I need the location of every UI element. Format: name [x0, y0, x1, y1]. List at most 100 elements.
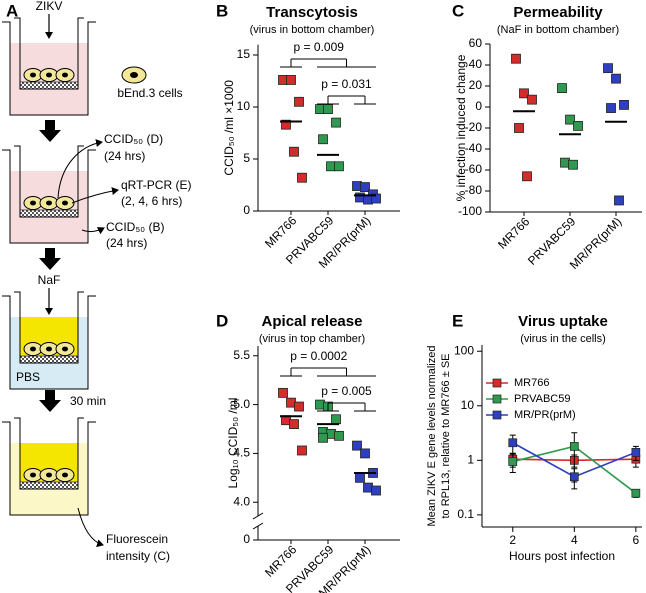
legend-label: PRVABC59: [514, 393, 570, 405]
data-point: [511, 53, 521, 64]
chart-subtitle: (virus in top chamber): [259, 333, 365, 345]
sample-arrow: [57, 139, 103, 199]
legend-marker: [492, 378, 502, 388]
data-point: [297, 172, 307, 183]
x-tick-label: 4: [571, 533, 578, 547]
big-arrow: [39, 390, 61, 412]
data-point: [289, 419, 299, 430]
insert-wall: [14, 17, 84, 90]
nucleus: [46, 200, 52, 206]
y-axis-label: Log₁₀ CCID₅₀ /ml: [226, 398, 240, 489]
data-point: [569, 442, 579, 451]
insert-wall: [14, 291, 84, 364]
nucleus: [46, 72, 52, 78]
data-point: [360, 448, 370, 459]
y-tick-label: 5.5: [233, 348, 250, 362]
cells-label: bEnd.3 cells: [117, 86, 182, 100]
workflow-diagram: ZIKV bEnd.3 cells CCID₅₀ (D) (24 hrs) qR…: [2, 0, 191, 563]
treatment-label: NaF: [38, 273, 61, 287]
y-tick-label: 4.0: [233, 494, 250, 508]
membrane: [19, 81, 79, 90]
nucleus: [46, 472, 52, 478]
wait-label: 30 min: [70, 394, 106, 408]
data-point: [519, 88, 529, 99]
data-point: [286, 75, 296, 85]
data-point: [278, 387, 288, 398]
data-point: [569, 472, 579, 482]
p-value: p = 0.005: [321, 384, 372, 398]
well-wall: [2, 421, 96, 516]
y-tick-label: 5: [243, 151, 250, 165]
p-value: p = 0.0002: [290, 349, 347, 363]
output-time: (24 hrs): [104, 149, 145, 163]
output-label: qRT-PCR (E): [121, 178, 191, 192]
nucleus: [62, 72, 68, 78]
data-point: [331, 414, 341, 425]
data-point: [527, 94, 537, 105]
big-arrow: [39, 120, 61, 142]
nucleus: [30, 72, 36, 78]
cell-icon: [121, 66, 147, 84]
data-point: [614, 195, 624, 206]
chart-subtitle: (NaF in bottom chamber): [497, 24, 619, 36]
y-axis-label: % infection induced change: [454, 54, 468, 201]
y-tick-label: 1: [467, 453, 474, 467]
x-axis-label: Hours post infection: [509, 549, 615, 563]
sample-arrow: [81, 227, 105, 235]
data-point: [573, 121, 583, 131]
buffer-label: PBS: [16, 370, 40, 384]
y-tick-label: 10: [237, 99, 251, 113]
chart-subtitle: (virus in the cells): [520, 333, 606, 345]
virus-label: ZIKV: [36, 0, 63, 13]
nucleus: [30, 200, 36, 206]
data-point: [289, 146, 299, 157]
y-tick-label: 10: [461, 398, 475, 412]
data-point: [557, 83, 567, 93]
y-tick-label: -20: [465, 120, 483, 134]
data-point: [334, 430, 344, 441]
sample-arrow: [71, 187, 119, 204]
chart-title: Apical release: [262, 313, 363, 330]
nucleus: [62, 346, 68, 352]
significance-bracket: [317, 95, 376, 105]
y-tick-label: -60: [465, 162, 483, 176]
legend-marker: [492, 410, 502, 420]
sample-arrow: [77, 507, 104, 548]
readout-label: Fluorescein: [106, 532, 168, 546]
chart-title: Virus uptake: [518, 313, 608, 330]
x-tick-label: 2: [509, 533, 516, 547]
y-axis-label: CCID₅₀ /ml ×1000: [222, 80, 236, 176]
data-point: [508, 438, 518, 448]
data-point: [331, 117, 341, 128]
data-point: [371, 193, 381, 204]
well-wall: [2, 149, 96, 244]
data-point: [355, 472, 365, 483]
nucleus: [30, 472, 36, 478]
chart-title: Permeability: [513, 4, 603, 21]
data-point: [606, 103, 616, 113]
output-time: (24 hrs): [106, 236, 147, 250]
data-point: [631, 488, 641, 498]
output-time: (2, 4, 6 hrs): [121, 194, 182, 208]
y-tick-label: 100: [454, 343, 474, 357]
axis-break: [252, 522, 264, 530]
data-point: [318, 134, 328, 145]
data-point: [568, 159, 578, 170]
nucleus: [30, 346, 36, 352]
data-point: [611, 73, 621, 84]
y-tick-label: 4.5: [233, 446, 250, 460]
data-point: [603, 63, 613, 74]
well-wall: [2, 295, 96, 390]
output-label: CCID₅₀ (B): [106, 220, 164, 234]
panel-label: A: [6, 1, 18, 20]
axis-break: [252, 512, 264, 520]
data-point: [631, 448, 641, 457]
nucleus: [62, 200, 68, 206]
y-tick-label: 20: [469, 78, 483, 92]
nucleus: [62, 472, 68, 478]
y-tick-label: 15: [237, 47, 251, 61]
panel-label: B: [216, 1, 228, 20]
chart-title: Transcytosis: [266, 4, 358, 21]
legend-label: MR766: [514, 377, 549, 389]
membrane: [19, 481, 79, 490]
